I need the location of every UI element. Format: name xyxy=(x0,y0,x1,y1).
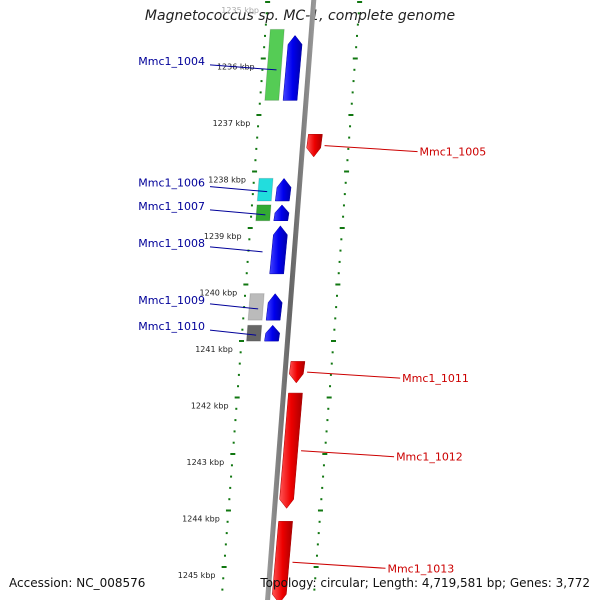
gene-label-mmc1_1008[interactable]: Mmc1_1008 xyxy=(138,237,205,250)
gene-arrow-mmc1_1013[interactable] xyxy=(272,521,293,600)
gene-label-mmc1_1004[interactable]: Mmc1_1004 xyxy=(138,55,205,68)
gene-arrow-mmc1_1011[interactable] xyxy=(289,361,306,384)
scale-label: 1239 kbp xyxy=(204,232,242,241)
feature-bar-mmc1_1009 xyxy=(247,293,265,321)
genome-title: Magnetococcus sp. MC-1, complete genome xyxy=(144,8,456,24)
callout-line xyxy=(209,303,259,310)
gene-label-mmc1_1012[interactable]: Mmc1_1012 xyxy=(396,451,463,464)
gene-arrow-mmc1_1006[interactable] xyxy=(275,177,292,202)
feature-bar-mmc1_1006 xyxy=(256,177,274,202)
gene-arrow-mmc1_1005[interactable] xyxy=(306,134,323,158)
gene-arrow-mmc1_1004[interactable] xyxy=(282,35,303,101)
callout-line xyxy=(324,145,418,153)
genome-summary: Topology: circular; Length: 4,719,581 bp… xyxy=(260,576,590,590)
gene-arrow-mmc1_1012[interactable] xyxy=(279,392,303,509)
gene-label-mmc1_1006[interactable]: Mmc1_1006 xyxy=(138,177,205,190)
callout-line xyxy=(292,561,386,569)
feature-bar-mmc1_1010 xyxy=(245,324,263,342)
scale-label: 1243 kbp xyxy=(186,458,224,467)
callout-line xyxy=(209,209,266,216)
gene-label-mmc1_1013[interactable]: Mmc1_1013 xyxy=(387,562,454,575)
genome-backbone xyxy=(265,0,317,600)
gene-arrow-mmc1_1009[interactable] xyxy=(265,293,283,321)
scale-label: 1245 kbp xyxy=(178,571,216,580)
scale-label: 1235 kbp xyxy=(221,6,259,15)
callout-line xyxy=(301,450,395,458)
gene-label-mmc1_1007[interactable]: Mmc1_1007 xyxy=(138,200,205,213)
gene-arrow-mmc1_1010[interactable] xyxy=(264,324,280,342)
feature-bar-mmc1_1007 xyxy=(255,204,272,222)
callout-line xyxy=(307,371,401,379)
scale-label: 1240 kbp xyxy=(200,289,238,298)
accession-label: Accession: NC_008576 xyxy=(9,576,146,590)
scale-label: 1242 kbp xyxy=(191,402,229,411)
callout-line xyxy=(209,64,277,71)
gene-arrow-mmc1_1007[interactable] xyxy=(273,204,290,221)
callout-line xyxy=(209,246,263,253)
scale-label: 1244 kbp xyxy=(182,515,220,524)
callout-line xyxy=(209,329,257,336)
gene-label-mmc1_1009[interactable]: Mmc1_1009 xyxy=(138,294,205,307)
gene-arrow-mmc1_1008[interactable] xyxy=(269,225,288,275)
scale-label: 1241 kbp xyxy=(195,345,233,354)
scale-label: 1238 kbp xyxy=(208,176,246,185)
callout-line xyxy=(209,186,268,193)
scale-label: 1237 kbp xyxy=(213,119,251,128)
gene-label-mmc1_1005[interactable]: Mmc1_1005 xyxy=(420,146,487,159)
gene-label-mmc1_1011[interactable]: Mmc1_1011 xyxy=(402,372,469,385)
gene-label-mmc1_1010[interactable]: Mmc1_1010 xyxy=(138,320,205,333)
feature-bar-mmc1_1004 xyxy=(264,28,285,101)
